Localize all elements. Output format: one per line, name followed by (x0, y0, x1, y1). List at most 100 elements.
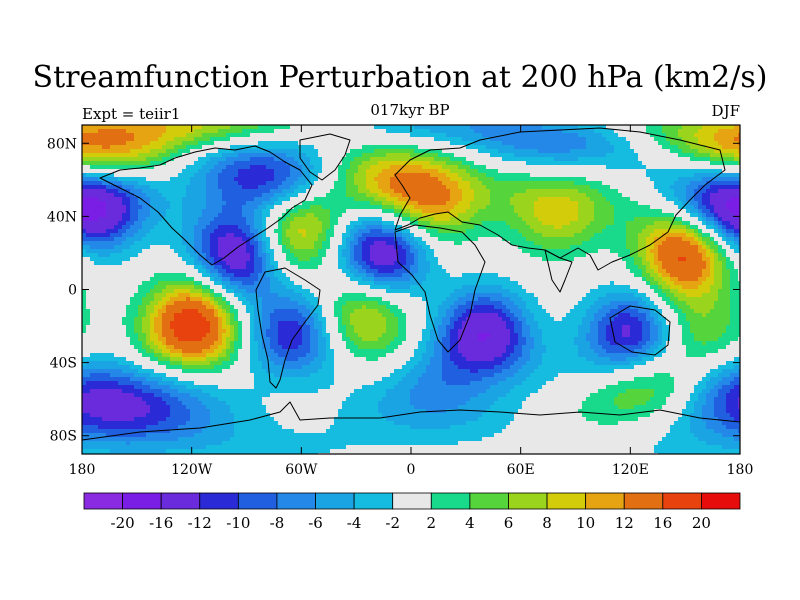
field-cell (546, 205, 551, 210)
field-cell (86, 185, 91, 190)
field-cell (334, 137, 339, 142)
field-cell (346, 197, 351, 202)
field-cell (146, 169, 151, 174)
field-cell (666, 217, 671, 222)
field-cell (378, 133, 383, 138)
field-cell (86, 165, 91, 170)
field-cell (250, 185, 255, 190)
field-cell (170, 137, 175, 142)
field-cell (82, 197, 87, 202)
field-cell (490, 213, 495, 218)
field-cell (558, 141, 563, 146)
field-cell (194, 129, 199, 134)
field-cell (650, 193, 655, 198)
field-cell (154, 169, 159, 174)
field-cell (166, 237, 171, 242)
field-cell (574, 161, 579, 166)
field-cell (138, 149, 143, 154)
field-cell (158, 141, 163, 146)
field-cell (386, 125, 391, 130)
field-cell (690, 133, 695, 138)
field-cell (578, 205, 583, 210)
field-cell (106, 217, 111, 222)
field-cell (614, 185, 619, 190)
field-cell (250, 161, 255, 166)
field-cell (290, 161, 295, 166)
field-cell (430, 217, 435, 222)
field-cell (382, 169, 387, 174)
field-cell (302, 141, 307, 146)
field-cell (358, 133, 363, 138)
field-cell (470, 209, 475, 214)
field-cell (386, 137, 391, 142)
field-cell (522, 189, 527, 194)
field-cell (310, 237, 315, 242)
field-cell (202, 233, 207, 238)
field-cell (178, 205, 183, 210)
field-cell (230, 237, 235, 242)
field-cell (258, 229, 263, 234)
field-cell (98, 141, 103, 146)
field-cell (626, 177, 631, 182)
field-cell (362, 165, 367, 170)
field-cell (522, 149, 527, 154)
field-cell (106, 169, 111, 174)
field-cell (134, 225, 139, 230)
field-cell (294, 229, 299, 234)
field-cell (422, 181, 427, 186)
field-cell (210, 125, 215, 130)
field-cell (542, 185, 547, 190)
field-cell (378, 225, 383, 230)
field-cell (354, 137, 359, 142)
field-cell (686, 213, 691, 218)
field-cell (206, 217, 211, 222)
field-cell (486, 161, 491, 166)
field-cell (658, 233, 663, 238)
field-cell (174, 125, 179, 130)
field-cell (158, 217, 163, 222)
field-cell (698, 165, 703, 170)
field-cell (158, 245, 163, 250)
field-cell (446, 229, 451, 234)
field-cell (222, 161, 227, 166)
field-cell (326, 145, 331, 150)
field-cell (370, 213, 375, 218)
field-cell (686, 173, 691, 178)
field-cell (678, 189, 683, 194)
field-cell (370, 189, 375, 194)
field-cell (154, 237, 159, 242)
field-cell (486, 221, 491, 226)
field-cell (170, 181, 175, 186)
field-cell (502, 173, 507, 178)
field-cell (414, 217, 419, 222)
field-cell (510, 169, 515, 174)
field-cell (258, 233, 263, 238)
field-cell (146, 225, 151, 230)
field-cell (702, 229, 707, 234)
field-cell (406, 177, 411, 182)
field-cell (678, 193, 683, 198)
field-cell (430, 229, 435, 234)
field-cell (94, 225, 99, 230)
field-cell (574, 141, 579, 146)
field-cell (498, 209, 503, 214)
field-cell (366, 185, 371, 190)
field-cell (90, 137, 95, 142)
field-cell (574, 137, 579, 142)
field-cell (450, 137, 455, 142)
field-cell (718, 185, 723, 190)
field-cell (422, 141, 427, 146)
field-cell (278, 209, 283, 214)
field-cell (326, 161, 331, 166)
field-cell (454, 157, 459, 162)
field-cell (230, 217, 235, 222)
field-cell (190, 145, 195, 150)
field-cell (738, 137, 740, 142)
field-cell (194, 193, 199, 198)
field-cell (186, 221, 191, 226)
field-cell (98, 213, 103, 218)
field-cell (322, 221, 327, 226)
field-cell (722, 157, 727, 162)
field-cell (658, 153, 663, 158)
field-cell (286, 149, 291, 154)
